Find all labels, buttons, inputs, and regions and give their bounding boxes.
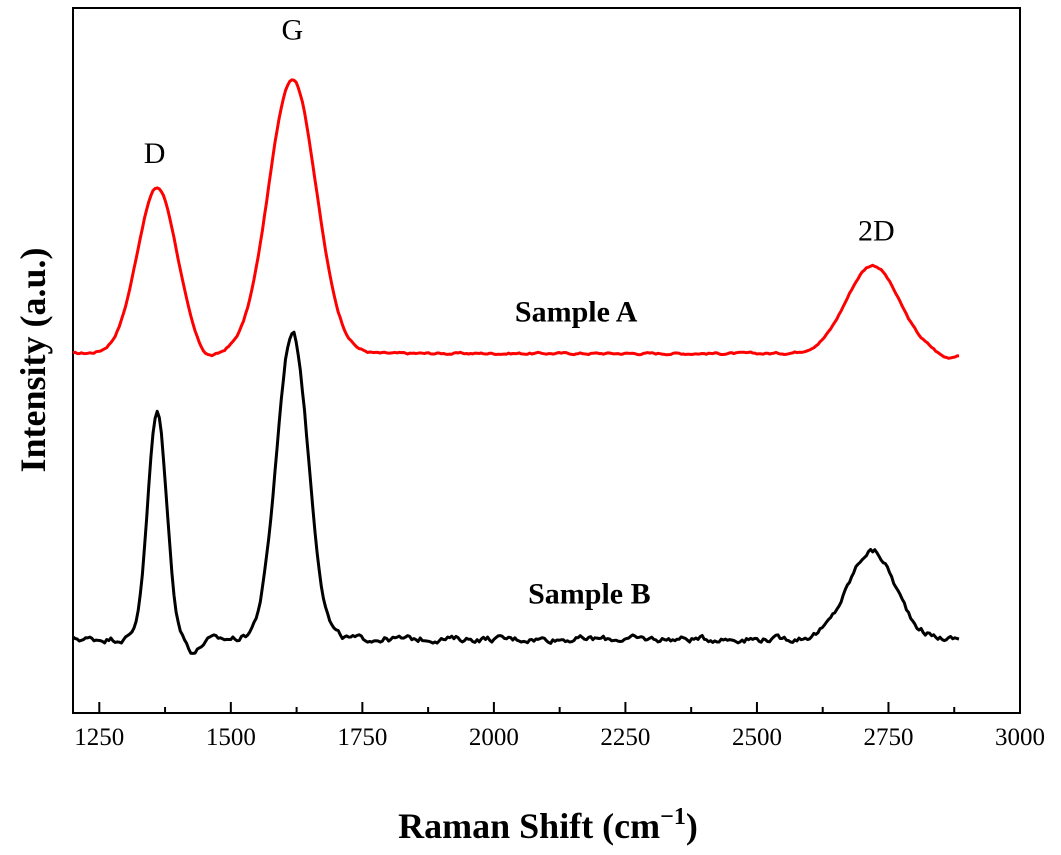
x-tick-label: 2250 — [600, 724, 650, 751]
x-tick-label: 2750 — [863, 724, 913, 751]
series-line-sample-b — [72, 330, 960, 655]
chart-annotations: D G 2D Sample A Sample B — [144, 14, 895, 611]
series-label-sample-b: Sample B — [528, 578, 651, 611]
x-tick-label: 2000 — [469, 724, 519, 751]
series-line-sample-a — [72, 78, 960, 360]
x-tick-label: 3000 — [995, 724, 1045, 751]
y-axis-title: Intensity (a.u.) — [13, 247, 53, 472]
plot-area-frame — [72, 7, 1021, 714]
x-tick-label: 1250 — [74, 724, 124, 751]
peak-label-g: G — [282, 14, 304, 47]
peak-label-2d: 2D — [858, 215, 895, 248]
x-axis-ticks — [98, 702, 1021, 713]
x-axis-title: Raman Shift (cm−1) — [398, 804, 698, 846]
x-axis-tick-labels: 1250 1500 1750 2000 2250 2500 2750 3000 — [74, 724, 1045, 751]
x-tick-label: 1750 — [337, 724, 387, 751]
x-tick-label: 1500 — [206, 724, 256, 751]
series-label-sample-a: Sample A — [515, 296, 638, 329]
series-lines — [72, 78, 960, 655]
x-tick-label: 2500 — [732, 724, 782, 751]
peak-label-d: D — [144, 137, 166, 170]
